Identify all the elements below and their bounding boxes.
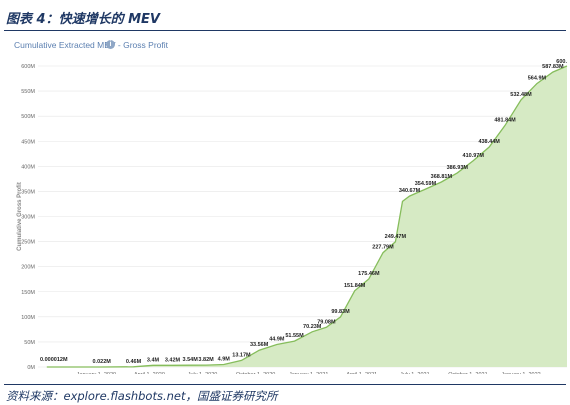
y-tick-label: 50M [24,340,35,346]
y-tick-label: 600M [21,64,35,70]
data-label: 0.022M [93,359,112,365]
y-tick-label: 0M [27,365,35,371]
y-axis-label: Cumulative Gross Profit [17,182,23,251]
cumulative-mev-area [46,66,568,367]
x-tick-label: January 1, 2020 [77,372,116,374]
y-tick-label: 350M [21,189,35,195]
data-label: 587.83M [542,64,564,70]
x-tick-label: October 1, 2020 [236,372,275,374]
data-label: 13.17M [232,352,251,358]
y-tick-label: 150M [21,290,35,296]
data-label: 44.9M [269,336,285,342]
data-label: 3.42M [165,357,181,363]
data-label: 0.46M [126,359,142,365]
info-icon[interactable]: i [106,40,115,49]
data-label: 79.08M [317,319,336,325]
y-axis: 0M 50M 100M 150M 200M 250M 300M 350M 400M 450M 500… [21,64,35,371]
bottom-divider [4,384,566,385]
top-divider [4,30,566,31]
data-label: 99.83M [331,309,350,315]
mev-area-chart: 0M 50M 100M 150M 200M 250M 300M 350M 400M 450M 500… [17,59,568,374]
data-label: 354.59M [415,181,437,187]
data-labels: 0.000012M 0.022M 0.46M 3.4M 3.42M 3.54M 3.82M 4… [40,59,567,365]
y-tick-label: 400M [21,164,35,170]
data-label: 386.93M [447,165,469,171]
data-label: 600. [556,59,567,65]
y-tick-label: 300M [21,215,35,221]
x-tick-label: January 1, 2022 [501,372,540,374]
data-label: 410.97M [463,153,485,159]
figure-title: 图表 4：快速增长的 MEV [6,12,160,27]
x-axis: January 1, 2020 April 1, 2020 July 1, 2020… [77,372,541,374]
data-label: 4.9M [218,357,231,363]
data-label: 368.81M [431,174,453,180]
source-note: 资料来源：explore.flashbots.net，国盛证券研究所 [6,389,278,403]
data-label: 438.44M [478,139,500,145]
data-label: 3.54M [183,357,199,363]
y-tick-label: 500M [21,114,35,120]
data-label: 0.000012M [40,357,68,363]
cumulative-mev-line [46,65,568,368]
data-label: 481.84M [494,117,516,123]
x-tick-label: April 1, 2020 [134,372,165,374]
x-tick-label: April 1, 2021 [346,372,377,374]
data-label: 175.46M [358,271,380,277]
data-label: 3.4M [147,357,160,363]
data-label: 151.84M [344,283,366,289]
data-label: 227.79M [372,245,394,251]
x-tick-label: July 1, 2020 [188,372,218,374]
gridlines [38,65,567,368]
chart-title: Cumulative Extracted MEV - Gross Profit [14,40,168,50]
y-tick-label: 450M [21,139,35,145]
data-label: 70.23M [303,324,322,330]
x-tick-label: October 1, 2021 [448,372,487,374]
y-tick-label: 550M [21,89,35,95]
data-label: 249.47M [385,234,407,240]
data-label: 340.67M [399,188,421,194]
y-tick-label: 200M [21,265,35,271]
data-label: 33.56M [250,342,269,348]
y-tick-label: 250M [21,240,35,246]
data-label: 532.48M [510,92,532,98]
data-label: 564.9M [528,76,547,82]
data-label: 51.55M [285,333,304,339]
y-tick-label: 100M [21,315,35,321]
data-label: 3.82M [198,357,214,363]
x-tick-label: July 1, 2021 [400,372,430,374]
x-tick-label: January 1, 2021 [289,372,328,374]
